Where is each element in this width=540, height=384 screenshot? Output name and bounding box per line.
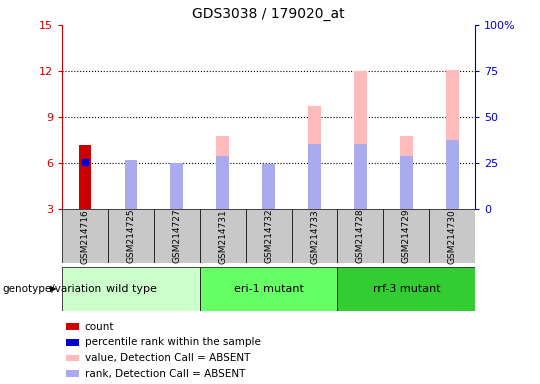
FancyBboxPatch shape — [246, 209, 292, 263]
Text: GSM214725: GSM214725 — [126, 209, 136, 263]
Bar — [400, 156, 413, 209]
FancyBboxPatch shape — [429, 209, 475, 263]
Text: rrf-3 mutant: rrf-3 mutant — [373, 284, 440, 294]
Text: genotype/variation: genotype/variation — [3, 284, 102, 294]
Bar — [217, 136, 229, 209]
Bar — [66, 355, 79, 361]
Bar — [125, 160, 137, 209]
Bar — [79, 145, 91, 209]
FancyBboxPatch shape — [108, 209, 154, 263]
Text: eri-1 mutant: eri-1 mutant — [234, 284, 303, 294]
Title: GDS3038 / 179020_at: GDS3038 / 179020_at — [192, 7, 345, 21]
Text: GSM214728: GSM214728 — [356, 209, 365, 263]
Bar — [171, 166, 183, 209]
Bar — [66, 339, 79, 346]
FancyBboxPatch shape — [338, 209, 383, 263]
Bar — [400, 136, 413, 209]
Bar — [446, 70, 458, 209]
FancyBboxPatch shape — [200, 209, 246, 263]
Text: GSM214732: GSM214732 — [264, 209, 273, 263]
Text: GSM214729: GSM214729 — [402, 209, 411, 263]
Bar — [338, 267, 475, 311]
FancyBboxPatch shape — [62, 209, 108, 263]
Bar — [66, 370, 79, 377]
Text: percentile rank within the sample: percentile rank within the sample — [85, 337, 261, 347]
FancyBboxPatch shape — [292, 209, 338, 263]
Text: GSM214727: GSM214727 — [172, 209, 181, 263]
Bar — [66, 323, 79, 330]
FancyBboxPatch shape — [383, 209, 429, 263]
Bar — [446, 140, 458, 209]
Text: GSM214733: GSM214733 — [310, 209, 319, 263]
Text: GSM214716: GSM214716 — [80, 209, 90, 263]
Bar — [200, 267, 338, 311]
Text: rank, Detection Call = ABSENT: rank, Detection Call = ABSENT — [85, 369, 245, 379]
Text: GSM214730: GSM214730 — [448, 209, 457, 263]
Bar — [308, 144, 321, 209]
Bar — [262, 164, 275, 209]
Bar — [308, 106, 321, 209]
Bar — [125, 160, 137, 209]
Bar — [262, 165, 275, 209]
Text: count: count — [85, 322, 114, 332]
Bar — [62, 267, 200, 311]
Text: GSM214731: GSM214731 — [218, 209, 227, 263]
FancyBboxPatch shape — [154, 209, 200, 263]
Bar — [354, 71, 367, 209]
Bar — [171, 163, 183, 209]
Text: value, Detection Call = ABSENT: value, Detection Call = ABSENT — [85, 353, 250, 363]
Bar — [354, 144, 367, 209]
Bar — [217, 156, 229, 209]
Text: wild type: wild type — [105, 284, 157, 294]
